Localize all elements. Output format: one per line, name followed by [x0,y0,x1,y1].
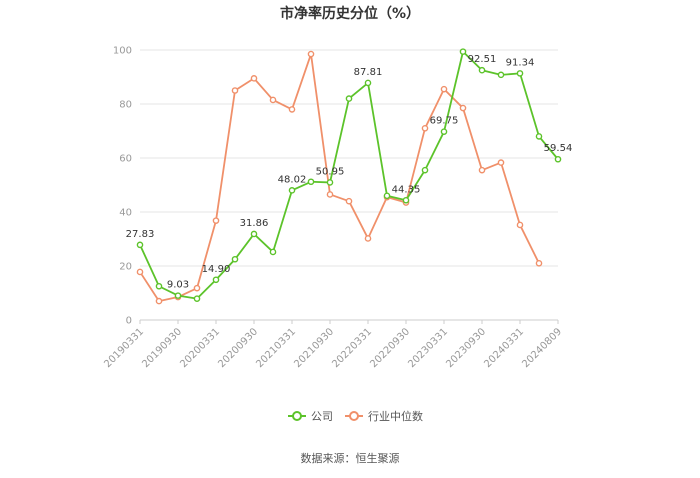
y-tick-label: 60 [119,154,132,165]
data-point-1 [326,191,334,198]
data-label: 87.81 [354,67,383,78]
data-point-1 [364,235,372,242]
data-point-0 [478,66,486,74]
x-tick-label: 20190331 [102,326,146,370]
data-point-0 [155,282,163,290]
data-point-1 [345,197,353,205]
x-tick-label: 20240331 [482,326,526,370]
chart-title: 市净率历史分位（%） [280,5,420,22]
data-point-0 [345,95,353,102]
data-point-1 [421,125,429,132]
data-point-0 [497,71,505,79]
data-point-1 [231,87,239,94]
data-point-0 [402,196,410,204]
data-point-1 [516,221,524,229]
data-point-0 [383,192,391,200]
data-point-0 [440,128,448,135]
data-point-1 [155,297,163,305]
x-tick-label: 20190930 [140,326,184,370]
series-line-0 [139,50,559,300]
data-point-1 [307,50,315,58]
data-point-1 [478,166,486,174]
data-point-1 [497,159,505,166]
data-point-0 [326,179,334,186]
x-tick-label: 20240809 [520,326,564,370]
x-tick-label: 20210930 [292,326,336,370]
data-point-0 [535,133,543,140]
data-point-0 [459,48,467,55]
data-point-0 [516,70,524,77]
x-tick-label: 20220331 [330,326,374,370]
series-line-1 [139,53,540,303]
legend-swatch-marker [349,411,359,421]
data-label: 50.95 [316,166,345,177]
legend-label: 公司 [311,410,333,423]
data-point-0 [364,79,372,87]
data-point-1 [535,259,543,267]
data-point-1 [440,85,448,93]
data-point-0 [307,178,315,186]
x-tick-label: 20210331 [254,326,298,370]
data-point-0 [231,255,239,263]
data-label: 69.75 [430,116,459,127]
data-point-1 [269,96,277,104]
data-label: 44.35 [392,184,421,195]
data-label: 31.86 [240,218,269,229]
data-point-0 [136,241,144,249]
data-point-1 [212,217,220,224]
data-point-1 [250,75,258,82]
data-point-1 [459,104,467,112]
y-tick-label: 100 [113,46,132,57]
data-label: 92.51 [468,54,497,65]
chart-source: 数据来源：恒生聚源 [301,451,400,465]
x-tick-label: 20220930 [368,326,412,370]
legend: 公司 行业中位数 [288,409,423,423]
axis-layer: 0 20 40 60 80 100 2019033120190930202003312020… [102,46,564,371]
data-label-layer: 27.83 9.03 14.90 31.86 48.02 50.95 87.81 44.35 6… [126,54,573,290]
data-point-0 [250,230,258,238]
data-point-0 [193,295,201,302]
data-point-0 [554,155,562,163]
data-label: 91.34 [506,57,535,68]
y-tick-label: 40 [119,208,132,219]
data-label: 59.54 [544,143,573,154]
data-point-1 [288,106,296,113]
grid-layer [140,49,558,321]
legend-swatch-marker [292,411,302,421]
data-label: 27.83 [126,229,155,240]
data-point-0 [212,276,220,284]
data-point-1 [136,268,144,276]
data-point-1 [193,284,201,292]
data-label: 9.03 [167,280,189,291]
x-tick-label: 20200331 [178,326,222,370]
y-tick-label: 80 [119,100,132,111]
data-point-0 [288,187,296,194]
y-tick-label: 0 [126,316,132,327]
x-tick-label: 20200930 [216,326,260,370]
data-point-0 [174,292,182,299]
data-label: 48.02 [278,174,307,185]
x-tick-label: 20230331 [406,326,450,370]
legend-label: 行业中位数 [368,409,423,423]
data-label: 14.90 [202,264,231,275]
x-tick-label: 20230930 [444,326,488,370]
series-layer [136,48,562,305]
y-tick-label: 20 [119,262,132,273]
data-point-0 [269,248,277,256]
data-point-0 [421,166,429,174]
